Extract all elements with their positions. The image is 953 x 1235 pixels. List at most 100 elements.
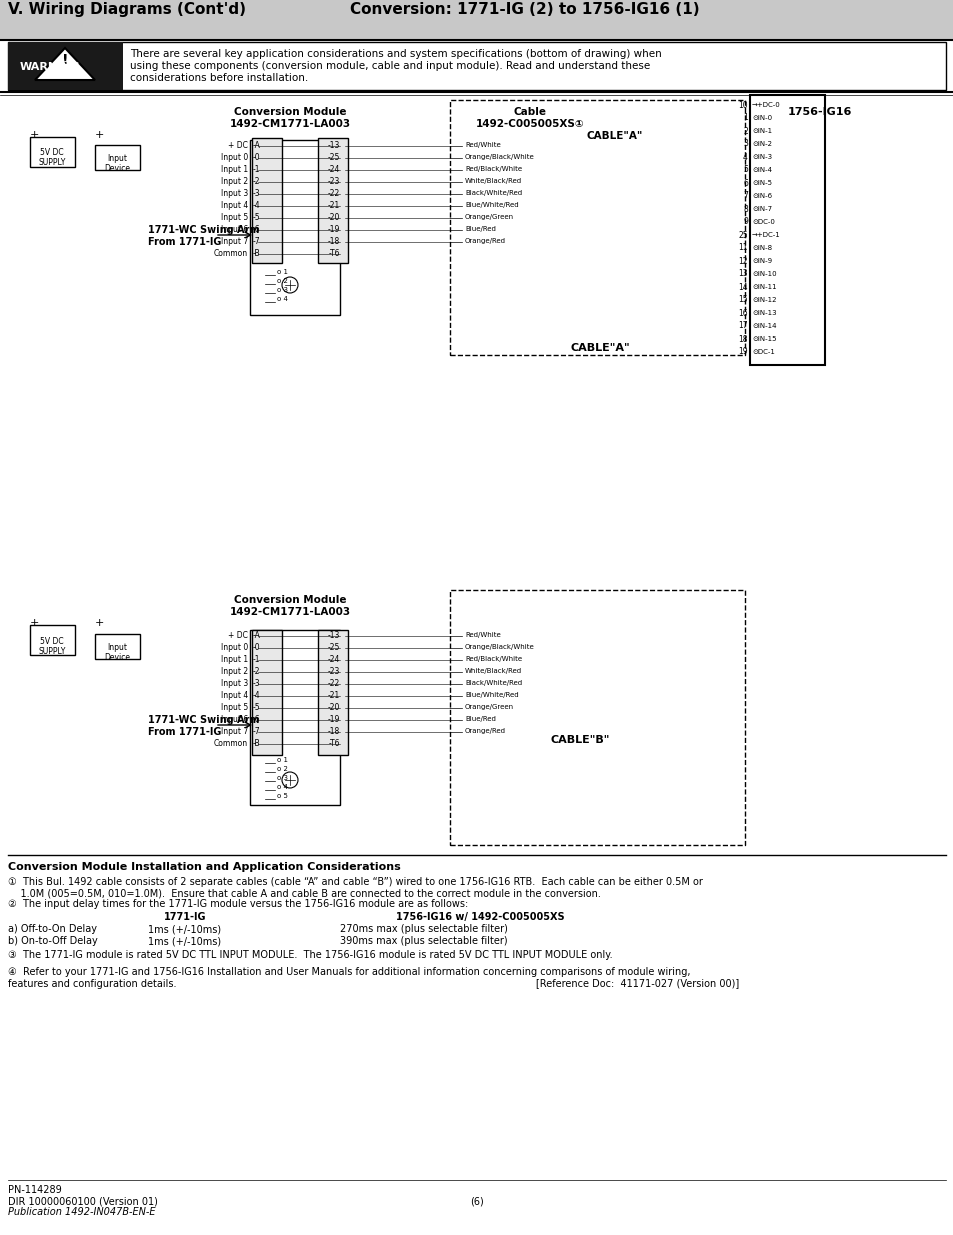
Text: 3: 3 xyxy=(742,140,747,148)
Text: 5V DC
SUPPLY: 5V DC SUPPLY xyxy=(38,637,66,656)
Text: ⊙IN-15: ⊙IN-15 xyxy=(751,336,776,342)
Bar xyxy=(450,590,744,845)
Text: -18: -18 xyxy=(328,726,339,736)
Text: ⊙IN-8: ⊙IN-8 xyxy=(751,245,771,251)
Text: ⊙DC-1: ⊙DC-1 xyxy=(751,350,774,354)
Text: Input 6: Input 6 xyxy=(220,225,248,233)
Text: o 1: o 1 xyxy=(276,269,288,275)
Text: o 2: o 2 xyxy=(276,766,288,772)
Text: 1492-CM1771-LA003: 1492-CM1771-LA003 xyxy=(230,606,350,618)
Text: Conversion: 1771-IG (2) to 1756-IG16 (1): Conversion: 1771-IG (2) to 1756-IG16 (1) xyxy=(350,2,699,17)
Text: 390ms max (plus selectable filter): 390ms max (plus selectable filter) xyxy=(339,936,507,946)
Text: 14: 14 xyxy=(738,283,747,291)
Text: ⊙IN-11: ⊙IN-11 xyxy=(751,284,776,290)
Text: CABLE"A": CABLE"A" xyxy=(586,131,642,141)
Text: o 3: o 3 xyxy=(276,776,288,781)
Text: 11: 11 xyxy=(738,243,747,252)
Text: Input 4: Input 4 xyxy=(220,690,248,699)
Text: -23: -23 xyxy=(327,667,339,676)
Text: Red/White: Red/White xyxy=(464,632,500,638)
Text: -5: -5 xyxy=(253,703,260,711)
Bar xyxy=(252,630,282,755)
Text: Blue/White/Red: Blue/White/Red xyxy=(464,692,518,698)
Text: ⊙IN-3: ⊙IN-3 xyxy=(751,154,771,161)
Text: ⊙IN-9: ⊙IN-9 xyxy=(751,258,771,264)
Text: 7: 7 xyxy=(742,191,747,200)
Text: -5: -5 xyxy=(253,212,260,221)
Bar xyxy=(30,625,75,655)
Text: There are several key application considerations and system specifications (bott: There are several key application consid… xyxy=(130,49,661,59)
Text: 1492-CM1771-LA003: 1492-CM1771-LA003 xyxy=(230,119,350,128)
Text: Input 7: Input 7 xyxy=(220,726,248,736)
Bar xyxy=(250,630,339,805)
Text: -7: -7 xyxy=(253,236,260,246)
Bar xyxy=(749,95,824,366)
Text: 16: 16 xyxy=(738,309,747,317)
Bar xyxy=(317,138,348,263)
Text: 1756-IG16: 1756-IG16 xyxy=(787,107,851,117)
Text: Orange/Green: Orange/Green xyxy=(464,704,514,710)
Text: using these components (conversion module, cable and input module). Read and und: using these components (conversion modul… xyxy=(130,61,650,70)
Text: -18: -18 xyxy=(328,236,339,246)
Text: -19: -19 xyxy=(327,715,339,724)
Text: -19: -19 xyxy=(327,225,339,233)
Text: -25: -25 xyxy=(327,152,339,162)
Text: Input 1: Input 1 xyxy=(221,164,248,173)
Text: ③  The 1771-IG module is rated 5V DC TTL INPUT MODULE.  The 1756-IG16 module is : ③ The 1771-IG module is rated 5V DC TTL … xyxy=(8,950,612,960)
Text: Orange/Black/White: Orange/Black/White xyxy=(464,643,535,650)
Text: Input 4: Input 4 xyxy=(220,200,248,210)
Text: -0: -0 xyxy=(253,152,260,162)
Text: + DC: + DC xyxy=(228,631,248,640)
Text: Conversion Module Installation and Application Considerations: Conversion Module Installation and Appli… xyxy=(8,862,400,872)
Text: PN-114289: PN-114289 xyxy=(8,1186,62,1195)
Text: 1ms (+/-10ms): 1ms (+/-10ms) xyxy=(149,924,221,934)
Text: ④  Refer to your 1771-IG and 1756-IG16 Installation and User Manuals for additio: ④ Refer to your 1771-IG and 1756-IG16 In… xyxy=(8,967,739,988)
Text: -23: -23 xyxy=(327,177,339,185)
Text: o 3: o 3 xyxy=(276,287,288,293)
Bar xyxy=(95,634,140,659)
Text: ⊙IN-1: ⊙IN-1 xyxy=(751,128,771,135)
Text: Black/White/Red: Black/White/Red xyxy=(464,190,521,196)
Text: -24: -24 xyxy=(327,164,339,173)
Text: 1771-WC Swing Arm
From 1771-IG: 1771-WC Swing Arm From 1771-IG xyxy=(148,225,259,247)
Text: Blue/Red: Blue/Red xyxy=(464,226,496,232)
Text: Blue/Red: Blue/Red xyxy=(464,716,496,722)
Text: 8: 8 xyxy=(742,205,747,214)
Text: ⊙IN-10: ⊙IN-10 xyxy=(751,270,776,277)
Text: -22: -22 xyxy=(328,678,339,688)
Text: 5: 5 xyxy=(742,165,747,174)
Text: 17: 17 xyxy=(738,321,747,331)
Text: -2: -2 xyxy=(253,667,260,676)
Text: 1771-WC Swing Arm
From 1771-IG: 1771-WC Swing Arm From 1771-IG xyxy=(148,715,259,736)
Text: ⊙IN-0: ⊙IN-0 xyxy=(751,115,771,121)
Text: DIR 10000060100 (Version 01): DIR 10000060100 (Version 01) xyxy=(8,1195,157,1207)
Text: o 4: o 4 xyxy=(276,296,288,303)
Bar xyxy=(450,100,744,354)
Text: -22: -22 xyxy=(328,189,339,198)
Text: Input 5: Input 5 xyxy=(220,212,248,221)
Text: considerations before installation.: considerations before installation. xyxy=(130,73,308,83)
Text: Red/White: Red/White xyxy=(464,142,500,148)
Text: Conversion Module: Conversion Module xyxy=(233,595,346,605)
Text: ⊙IN-7: ⊙IN-7 xyxy=(751,206,771,212)
Text: ①  This Bul. 1492 cable consists of 2 separate cables (cable “A” and cable “B”) : ① This Bul. 1492 cable consists of 2 sep… xyxy=(8,877,702,899)
Text: o 2: o 2 xyxy=(276,278,288,284)
Text: ⊙IN-4: ⊙IN-4 xyxy=(751,167,771,173)
Text: b) On-to-Off Delay: b) On-to-Off Delay xyxy=(8,936,97,946)
Bar xyxy=(95,144,140,170)
Text: 9: 9 xyxy=(742,217,747,226)
Text: Blue/White/Red: Blue/White/Red xyxy=(464,203,518,207)
Text: -3: -3 xyxy=(253,189,260,198)
Text: 1771-IG: 1771-IG xyxy=(164,911,206,923)
Text: !: ! xyxy=(62,53,69,67)
Text: Input 7: Input 7 xyxy=(220,236,248,246)
Text: 18: 18 xyxy=(738,335,747,343)
Text: -4: -4 xyxy=(253,690,260,699)
Text: ⊙IN-6: ⊙IN-6 xyxy=(751,193,771,199)
Text: ⊙IN-13: ⊙IN-13 xyxy=(751,310,776,316)
Bar xyxy=(8,42,123,90)
Text: CABLE"A": CABLE"A" xyxy=(570,343,629,353)
Text: 10: 10 xyxy=(738,100,747,110)
Text: -21: -21 xyxy=(328,690,339,699)
Text: 1756-IG16 w/ 1492-C005005XS: 1756-IG16 w/ 1492-C005005XS xyxy=(395,911,564,923)
